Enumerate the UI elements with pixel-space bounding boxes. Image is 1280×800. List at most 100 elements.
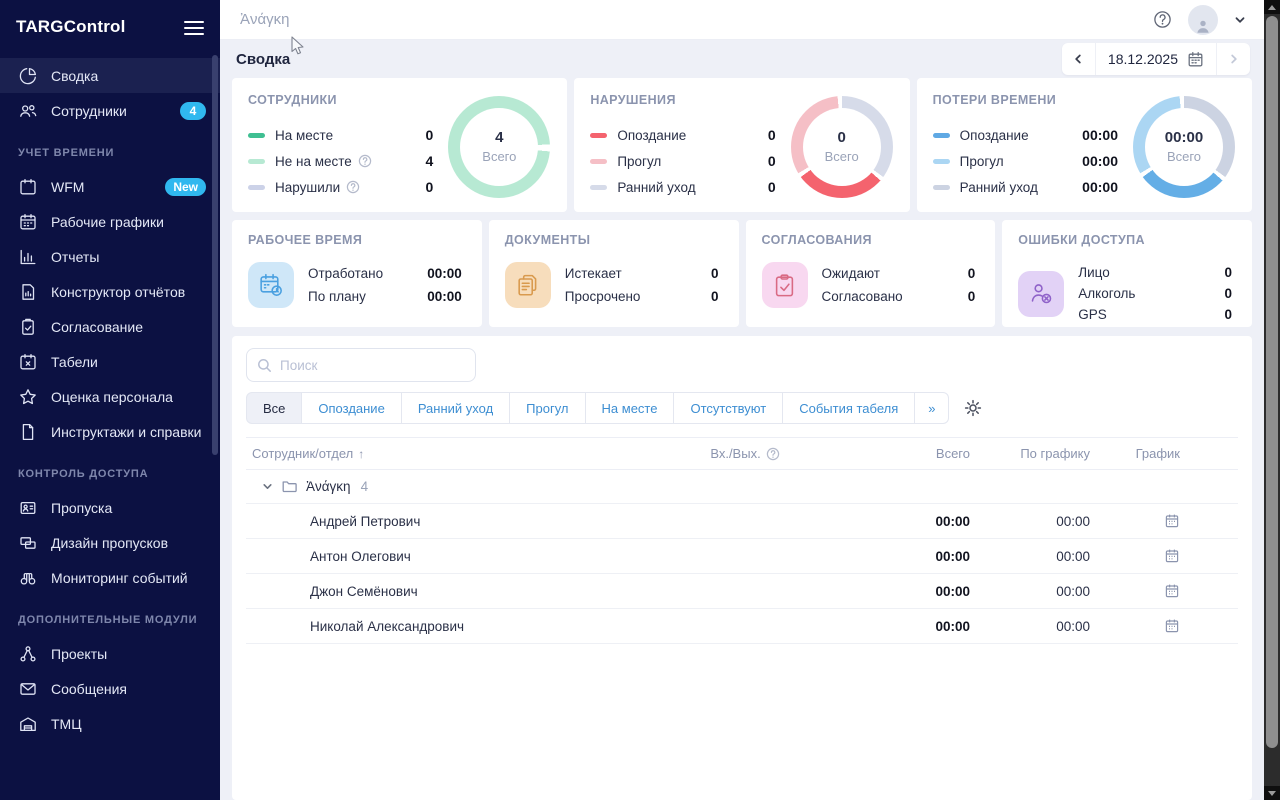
avatar[interactable] [1188,5,1218,35]
help-icon[interactable] [358,154,372,168]
tab-early-leave[interactable]: Ранний уход [402,392,510,424]
hamburger-menu-icon[interactable] [184,15,204,39]
page-scrollbar[interactable] [1264,0,1280,800]
calendar-icon [18,177,38,197]
scroll-down-arrow[interactable] [1264,786,1280,800]
legend-value: 00:00 [1082,127,1132,143]
legend-early-leave: Ранний уход 0 [590,174,789,200]
sidebar-item-staff-assessment[interactable]: Оценка персонала [0,379,220,414]
chevron-down-icon[interactable] [1234,14,1246,26]
sidebar-item-label: Сотрудники [51,103,167,119]
table-row[interactable]: Николай Александрович 00:00 00:00 [246,609,1238,644]
legend-dash [590,133,607,138]
employee-name[interactable]: Антон Олегович [246,549,660,564]
app-logo: TARGControl [16,17,126,37]
sidebar-item-work-schedules[interactable]: Рабочие графики [0,204,220,239]
employees-table: Сотрудник/отдел ↑ Вх./Вых. Всего По граф… [246,437,1238,644]
help-icon[interactable] [346,180,360,194]
department-group-row[interactable]: Ἀνάγκη 4 [246,470,1238,504]
schedule-calendar-icon[interactable] [1164,583,1180,599]
sidebar-section-time-tracking: УЧЕТ ВРЕМЕНИ [18,147,220,159]
document-chart-icon [18,282,38,302]
legend-violated: Нарушили 0 [248,174,447,200]
tab-all[interactable]: Все [246,392,302,424]
sidebar-item-passes[interactable]: Пропуска [0,490,220,525]
schedule-calendar-icon[interactable] [1164,513,1180,529]
sidebar-item-label: ТМЦ [51,716,206,732]
schedule-calendar-icon[interactable] [1164,548,1180,564]
legend-value: 4 [426,153,448,169]
organization-selector[interactable]: Ἀνάγκη [240,11,290,28]
tab-absent[interactable]: Отсутствуют [674,392,783,424]
tab-late[interactable]: Опоздание [302,392,401,424]
search-input[interactable] [280,358,465,373]
sidebar: TARGControl Сводка Сотрудники 4 УЧЕТ ВРЕ… [0,0,220,800]
table-row[interactable]: Андрей Петрович 00:00 00:00 [246,504,1238,539]
column-by-schedule[interactable]: По графику [1020,446,1090,461]
employees-card: СОТРУДНИКИ На месте 0 Не на месте 4 [232,78,567,212]
sidebar-item-label: Сообщения [51,681,206,697]
by-schedule-value: 00:00 [1056,584,1090,599]
sidebar-item-label: Проекты [51,646,206,662]
scrollbar-thumb[interactable] [1266,16,1278,748]
legend-dash [590,185,607,190]
help-icon[interactable] [766,447,780,461]
tab-more[interactable]: » [915,392,949,424]
access-errors-card: ОШИБКИ ДОСТУПА Лицо0 Алкоголь0 GPS0 [1002,220,1252,327]
expiring-value: 0 [711,266,723,281]
calendar-x-icon [18,352,38,372]
date-prev-button[interactable] [1062,43,1096,75]
legend-dash [590,159,607,164]
sidebar-item-label: Сводка [51,68,206,84]
chevron-down-icon[interactable] [262,481,273,492]
employee-name[interactable]: Джон Семёнович [246,584,660,599]
column-inout: Вх./Вых. [710,446,779,461]
column-total[interactable]: Всего [936,446,970,461]
employee-name[interactable]: Андрей Петрович [246,514,660,529]
tab-absence[interactable]: Прогул [510,392,585,424]
help-icon[interactable] [1153,10,1172,29]
sidebar-item-messages[interactable]: Сообщения [0,671,220,706]
sidebar-item-timesheets[interactable]: Табели [0,344,220,379]
id-badge-icon [18,498,38,518]
sidebar-item-tmc[interactable]: ТМЦ [0,706,220,741]
total-value: 00:00 [935,584,970,599]
violations-card: НАРУШЕНИЯ Опоздание 0 Прогул 0 [574,78,909,212]
employees-donut-chart: 4 Всего [448,96,550,198]
sidebar-item-summary[interactable]: Сводка [0,58,220,93]
overdue-row: Просрочено0 [565,285,723,308]
sidebar-item-briefings[interactable]: Инструктажи и справки [0,414,220,449]
tab-timesheet-events[interactable]: События табеля [783,392,915,424]
sidebar-item-pass-design[interactable]: Дизайн пропусков [0,525,220,560]
schedule-calendar-icon[interactable] [1164,618,1180,634]
date-picker[interactable]: 18.12.2025 [1096,43,1216,75]
sidebar-item-reports[interactable]: Отчеты [0,239,220,274]
column-employee[interactable]: Сотрудник/отдел ↑ [246,446,660,461]
sidebar-item-label: Дизайн пропусков [51,535,206,551]
sort-asc-icon[interactable]: ↑ [358,447,364,461]
donut-total: 00:00 [1165,129,1203,146]
sidebar-item-employees[interactable]: Сотрудники 4 [0,93,220,128]
employee-name[interactable]: Николай Александрович [246,619,660,634]
gps-row: GPS0 [1078,304,1236,325]
card-title: СОТРУДНИКИ [248,93,447,107]
table-row[interactable]: Антон Олегович 00:00 00:00 [246,539,1238,574]
sidebar-item-approval[interactable]: Согласование [0,309,220,344]
table-row[interactable]: Джон Семёнович 00:00 00:00 [246,574,1238,609]
tab-on-site[interactable]: На месте [586,392,675,424]
topbar: Ἀνάγκη [220,0,1264,40]
legend-dash [248,133,265,138]
card-title: РАБОЧЕЕ ВРЕМЯ [248,233,466,247]
donut-label: Всего [825,149,859,164]
sidebar-item-report-builder[interactable]: Конструктор отчётов [0,274,220,309]
gear-icon[interactable] [963,398,983,418]
sidebar-item-event-monitoring[interactable]: Мониторинг событий [0,560,220,595]
scroll-up-arrow[interactable] [1264,0,1280,14]
sidebar-item-wfm[interactable]: WFM New [0,169,220,204]
date-next-button[interactable] [1216,43,1250,75]
legend-late: Опоздание 0 [590,122,789,148]
sidebar-scrollbar[interactable] [212,55,218,455]
sidebar-item-projects[interactable]: Проекты [0,636,220,671]
sidebar-item-label: WFM [51,179,152,195]
design-frames-icon [18,533,38,553]
